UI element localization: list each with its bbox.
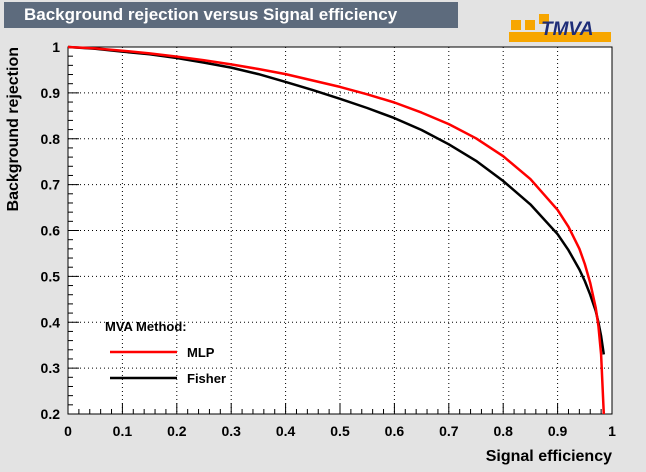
- chart-title: Background rejection versus Signal effic…: [4, 2, 458, 28]
- x-tick-label: 0.3: [221, 423, 241, 439]
- axis-ticks: [67, 46, 613, 415]
- x-tick-label: 0.1: [113, 423, 133, 439]
- logo-accent-bar: [509, 32, 611, 42]
- x-axis-title: Signal efficiency: [486, 448, 612, 465]
- logo-accent-block-right: [539, 14, 549, 24]
- y-tick-label: 0.9: [41, 85, 61, 101]
- y-tick-label: 0.7: [41, 177, 61, 193]
- x-tick-label: 0.2: [167, 423, 187, 439]
- x-tick-label: 0.6: [385, 423, 405, 439]
- y-tick-label: 0.2: [41, 406, 61, 422]
- logo-accent-block-left: [511, 20, 521, 30]
- legend-label-fisher: Fisher: [187, 371, 226, 386]
- legend-label-mlp: MLP: [187, 345, 215, 360]
- x-tick-labels: 0 0.1 0.2 0.3 0.4 0.5 0.6 0.7 0.8 0.9 1: [64, 423, 616, 439]
- x-tick-label: 0: [64, 423, 72, 439]
- y-tick-label: 0.5: [41, 268, 61, 284]
- legend: MVA Method: MLP Fisher: [105, 319, 226, 386]
- y-tick-label: 1: [52, 39, 60, 55]
- y-tick-label: 0.4: [41, 314, 61, 330]
- x-tick-label: 0.9: [548, 423, 568, 439]
- y-axis-title: Background rejection: [5, 47, 22, 211]
- series-lines: [67, 45, 606, 415]
- x-tick-label: 0.4: [276, 423, 296, 439]
- x-tick-label: 0.8: [493, 423, 513, 439]
- x-tick-label: 1: [608, 423, 616, 439]
- y-tick-label: 0.8: [41, 131, 61, 147]
- series-line-fisher: [67, 45, 606, 355]
- y-tick-labels: 0.2 0.3 0.4 0.5 0.6 0.7 0.8 0.9 1: [41, 39, 61, 422]
- logo-accent-block-mid: [525, 20, 535, 30]
- grid-lines: [68, 47, 612, 414]
- y-tick-label: 0.6: [41, 223, 61, 239]
- series-line-mlp: [67, 45, 606, 415]
- logo-text: TMVA: [541, 19, 593, 40]
- y-tick-label: 0.3: [41, 360, 61, 376]
- x-tick-label: 0.5: [330, 423, 350, 439]
- x-tick-label: 0.7: [439, 423, 459, 439]
- tmva-logo: TMVA: [509, 14, 611, 42]
- legend-title: MVA Method:: [105, 319, 187, 334]
